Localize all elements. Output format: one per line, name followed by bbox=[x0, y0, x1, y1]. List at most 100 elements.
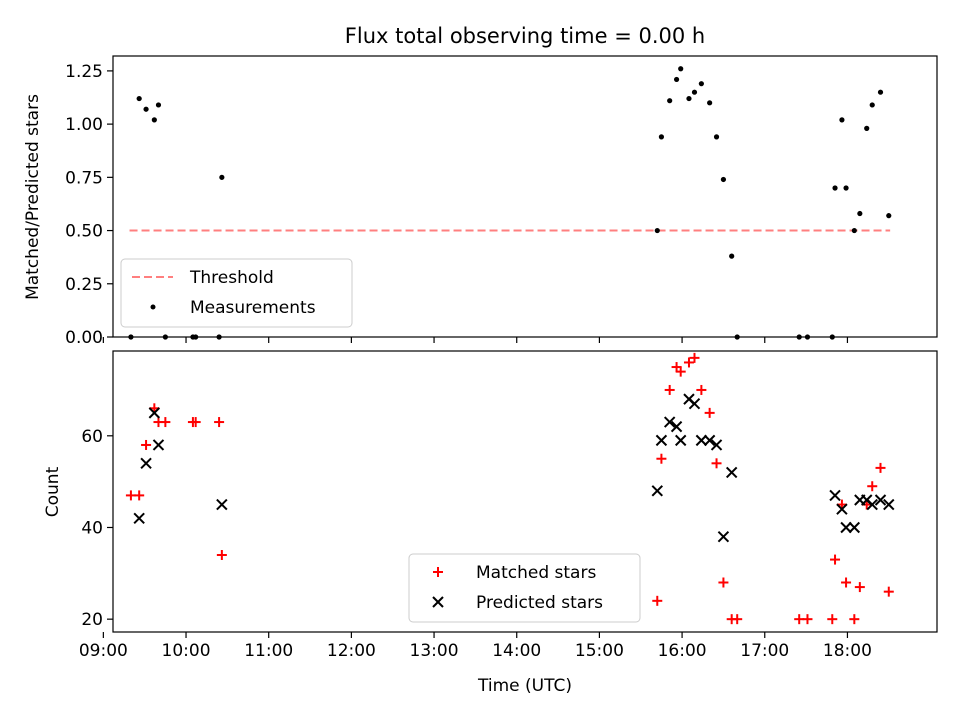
measurement-point bbox=[686, 95, 692, 102]
count-y-tick-label: 20 bbox=[81, 610, 103, 630]
measurement-point bbox=[219, 174, 225, 180]
matched-star-point bbox=[827, 614, 838, 625]
matched-star-point bbox=[664, 384, 675, 395]
measurement-point bbox=[155, 102, 162, 108]
matched-star-point bbox=[683, 357, 694, 368]
matched-star-point bbox=[214, 417, 225, 428]
measurements-legend-label: Measurements bbox=[190, 298, 316, 318]
matched-star-point bbox=[883, 586, 894, 597]
count-y-ticks: 20 40 60 bbox=[81, 427, 113, 630]
measurements-legend-swatch bbox=[150, 304, 156, 310]
measurement-point bbox=[136, 95, 142, 102]
matched-star-point bbox=[802, 614, 813, 625]
ratio-y-ticks: 0.00 0.25 0.50 0.75 1.00 1.25 bbox=[65, 62, 113, 348]
measurement-point bbox=[877, 89, 884, 95]
predicted-star-point bbox=[133, 512, 145, 525]
predicted-star-point bbox=[670, 420, 683, 433]
count-y-tick-label: 40 bbox=[81, 518, 103, 538]
x-axis-label: Time (UTC) bbox=[477, 676, 572, 696]
matched-star-point bbox=[875, 462, 886, 473]
matched-star-point bbox=[675, 366, 686, 377]
predicted-star-point bbox=[688, 398, 701, 410]
predicted-star-point bbox=[663, 416, 676, 428]
count-x-tick-label: 16:00 bbox=[658, 641, 707, 661]
measurement-point bbox=[851, 227, 857, 234]
predicted-star-point bbox=[216, 498, 228, 511]
measurement-point bbox=[143, 106, 149, 112]
predicted-star-point bbox=[874, 494, 887, 506]
predicted-star-point bbox=[140, 457, 152, 470]
measurement-point bbox=[886, 213, 892, 219]
measurement-point bbox=[678, 66, 684, 72]
count-x-ticks: 09:00 10:00 11:00 12:00 13:00 14:00 15:00 16:00… bbox=[79, 632, 872, 661]
matched-star-point bbox=[216, 549, 227, 560]
predicted-star-point bbox=[717, 530, 730, 543]
matched-star-point bbox=[841, 577, 852, 588]
measurement-point bbox=[720, 176, 727, 183]
matched-star-point bbox=[134, 490, 145, 501]
predicted-star-point bbox=[840, 521, 852, 534]
matched-star-point bbox=[849, 614, 860, 625]
measurement-point bbox=[667, 98, 673, 104]
predicted-star-point bbox=[674, 434, 687, 447]
measurement-point bbox=[691, 89, 698, 95]
ratio-marks bbox=[128, 66, 892, 340]
ratio-y-tick-label: 0.00 bbox=[65, 328, 103, 348]
ratio-plot-frame bbox=[112, 55, 938, 338]
matched-star-point bbox=[696, 384, 707, 395]
count-x-tick-label: 18:00 bbox=[823, 641, 872, 661]
predicted-star-point bbox=[710, 439, 723, 451]
count-x-tick-label: 09:00 bbox=[79, 641, 128, 661]
measurement-point bbox=[713, 134, 720, 140]
predicted-star-point bbox=[829, 489, 841, 502]
ratio-y-tick-label: 1.00 bbox=[65, 115, 103, 135]
ratio-x-ticks bbox=[102, 337, 849, 343]
measurement-point bbox=[832, 185, 838, 191]
predicted-star-point bbox=[148, 407, 161, 419]
count-y-axis-label: Count bbox=[43, 466, 63, 517]
predicted-star-point bbox=[695, 434, 708, 447]
matched-star-point bbox=[867, 481, 878, 492]
predicted-star-point bbox=[848, 521, 861, 534]
predicted-star-point bbox=[836, 503, 848, 515]
count-x-tick-label: 10:00 bbox=[162, 641, 211, 661]
measurement-point bbox=[673, 76, 680, 83]
predicted-star-point bbox=[866, 498, 878, 511]
count-x-tick-label: 14:00 bbox=[492, 641, 541, 661]
measurement-point bbox=[839, 117, 845, 123]
predicted-star-point bbox=[655, 434, 668, 447]
count-x-tick-label: 17:00 bbox=[740, 641, 789, 661]
predicted-star-point bbox=[152, 439, 165, 451]
count-x-tick-label: 12:00 bbox=[327, 641, 376, 661]
measurement-point bbox=[869, 102, 875, 108]
count-y-tick-label: 60 bbox=[81, 427, 103, 447]
measurement-point bbox=[698, 81, 704, 87]
matched-star-point bbox=[711, 458, 722, 469]
measurement-point bbox=[707, 100, 713, 106]
measurement-point bbox=[151, 117, 157, 123]
matched-legend-swatch bbox=[433, 567, 443, 577]
matched-star-point bbox=[160, 417, 171, 428]
matched-star-point bbox=[652, 595, 663, 606]
count-x-tick-label: 13:00 bbox=[410, 641, 459, 661]
figure-title: Flux total observing time = 0.00 h bbox=[345, 24, 705, 48]
matched-star-point bbox=[704, 407, 715, 418]
matched-star-point bbox=[190, 417, 201, 428]
count-x-tick-label: 15:00 bbox=[575, 641, 624, 661]
ratio-panel: 0.00 0.25 0.50 0.75 1.00 1.25 Matched/Predict… bbox=[23, 55, 938, 348]
ratio-y-tick-label: 0.25 bbox=[65, 275, 103, 295]
ratio-y-axis-label: Matched/Predicted stars bbox=[23, 94, 43, 300]
count-legend: Matched stars Predicted stars bbox=[408, 553, 641, 623]
matched-star-point bbox=[830, 554, 841, 565]
measurement-point bbox=[658, 134, 665, 140]
ratio-y-tick-label: 0.50 bbox=[65, 222, 103, 242]
ratio-y-tick-label: 1.25 bbox=[65, 62, 103, 82]
matched-star-point bbox=[854, 582, 865, 593]
ratio-legend-box bbox=[120, 258, 353, 328]
predicted-star-point bbox=[883, 498, 895, 511]
matched-star-point bbox=[732, 614, 743, 625]
matched-star-point bbox=[718, 577, 729, 588]
predicted-star-point bbox=[651, 485, 663, 497]
predicted-legend-label: Predicted stars bbox=[476, 593, 603, 613]
